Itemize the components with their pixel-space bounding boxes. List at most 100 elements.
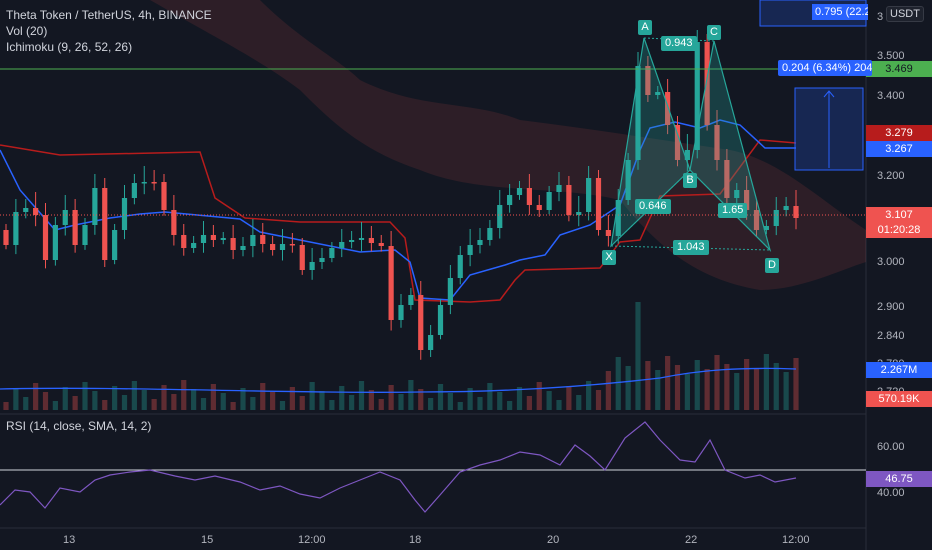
volume-bar: [516, 387, 523, 410]
volume-bar: [112, 386, 118, 410]
candle-body: [279, 244, 286, 250]
volume-bar: [388, 385, 394, 410]
candle-body: [3, 230, 9, 245]
candle-body: [694, 42, 700, 150]
candle-body: [734, 190, 740, 198]
candle-body: [615, 200, 621, 236]
volume-bar: [102, 400, 108, 410]
volume-bar: [309, 382, 315, 410]
measure-label[interactable]: 0.204 (6.34%) 204: [778, 60, 872, 76]
rsi-pane: [0, 421, 866, 513]
volume-bar: [349, 395, 355, 410]
volume-bar: [763, 354, 769, 410]
time-label: 12:00: [782, 534, 810, 546]
volume-bar: [773, 363, 779, 410]
candle-body: [82, 225, 88, 245]
measure-top-label[interactable]: 0.795 (22.2: [812, 4, 868, 20]
volume-bar: [250, 397, 256, 410]
candle-body: [763, 226, 769, 230]
candle-body: [556, 185, 562, 192]
candle-body: [595, 178, 602, 230]
kijun-price-tag: 3.279: [866, 125, 932, 141]
candle-body: [516, 188, 523, 195]
symbol-title: Theta Token / TetherUS, 4h, BINANCE: [6, 8, 212, 22]
pattern-point-a[interactable]: A: [638, 20, 652, 35]
candle-body: [309, 262, 315, 270]
volume-bar: [605, 371, 611, 410]
price-tick: 3.400: [877, 90, 905, 102]
candle-body: [477, 240, 483, 245]
price-tick: 2.840: [877, 330, 905, 342]
volume-bar: [299, 396, 305, 410]
candle-body: [526, 188, 532, 205]
pattern-ratio-xb[interactable]: 0.646: [635, 199, 671, 214]
pattern-ratio-bd[interactable]: 1.65: [718, 203, 748, 218]
pattern-point-b[interactable]: B: [683, 173, 697, 188]
time-label: 13: [63, 534, 76, 546]
pattern-xd-line: [610, 245, 771, 251]
volume-bar: [645, 361, 651, 410]
rsi-legend[interactable]: RSI (14, close, SMA, 14, 2): [6, 419, 152, 433]
volume-bar: [457, 402, 463, 410]
time-label: 15: [201, 534, 214, 546]
candle-body: [230, 238, 236, 250]
volume-bar: [72, 396, 78, 410]
volume-bar: [595, 390, 602, 410]
candle-body: [151, 182, 157, 184]
candle-body: [744, 190, 750, 210]
candle-body: [329, 248, 335, 258]
volume-bar: [151, 399, 157, 410]
pattern-point-c[interactable]: C: [707, 25, 721, 40]
candle-body: [250, 235, 256, 246]
candle-body: [704, 42, 710, 125]
candle-body: [358, 238, 365, 240]
price-axis-unit: USDT: [886, 6, 924, 22]
price-tick: 2.900: [877, 301, 905, 313]
candle-body: [487, 228, 493, 240]
candles[interactable]: [3, 30, 799, 360]
volume-bar: [378, 399, 384, 410]
candle-body: [655, 92, 661, 95]
candle-body: [62, 210, 68, 225]
candle-body: [586, 178, 592, 212]
candle-body: [131, 183, 137, 198]
countdown-tag: 01:20:28: [866, 222, 932, 238]
volume-bar: [171, 394, 177, 410]
price-axis[interactable]: 3 USDT 3.500 3.400 3.200 3.000 2.900 2.8…: [866, 0, 932, 528]
cloud-area: [150, 0, 866, 290]
volume-bar: [121, 395, 128, 410]
volume-bar: [665, 356, 671, 410]
rsi-line: [0, 421, 797, 513]
candle-body: [536, 205, 542, 210]
measure-tool[interactable]: [759, 0, 867, 171]
time-axis[interactable]: 13 15 12:00 18 20 22 12:00: [0, 529, 866, 550]
volume-bar: [408, 380, 414, 410]
candle-body: [753, 210, 760, 230]
candle-body: [339, 242, 345, 248]
volume-bar: [734, 373, 740, 410]
volume-bar: [240, 388, 246, 410]
volume-bar: [200, 398, 207, 410]
volume-bar: [3, 402, 9, 410]
pattern-point-x[interactable]: X: [602, 250, 616, 265]
pattern-ratio-xd[interactable]: 1.043: [673, 240, 709, 255]
volume-bar: [319, 391, 325, 410]
volume-bar: [428, 398, 434, 410]
volume-bar: [694, 360, 700, 410]
candle-body: [289, 244, 295, 246]
volume-bar: [477, 397, 483, 410]
time-label: 22: [685, 534, 698, 546]
ichimoku-legend[interactable]: Ichimoku (9, 26, 52, 26): [6, 40, 133, 54]
pattern-point-d[interactable]: D: [765, 258, 779, 273]
candle-body: [368, 238, 374, 243]
candle-body: [112, 230, 118, 260]
volume-legend[interactable]: Vol (20): [6, 24, 48, 38]
volume-bar: [220, 393, 226, 410]
candle-body: [270, 244, 276, 250]
volume-bar: [358, 381, 365, 410]
candle-body: [684, 150, 690, 160]
volume-bar: [181, 380, 187, 410]
pattern-ratio-ac[interactable]: 0.943: [661, 36, 697, 51]
